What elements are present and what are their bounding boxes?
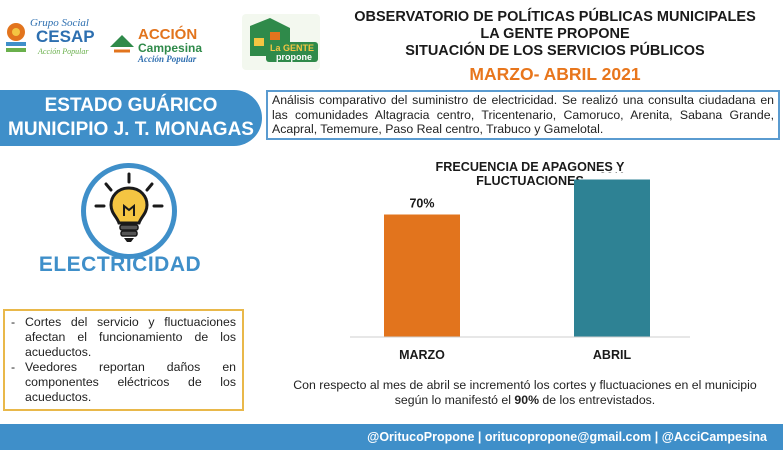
- gente-line1: La GENTE: [270, 43, 314, 53]
- bar-marzo: [384, 214, 460, 337]
- header-date: MARZO- ABRIL 2021: [469, 64, 641, 84]
- state-banner: ESTADO GUÁRICO MUNICIPIO J. T. MONAGAS: [0, 90, 262, 146]
- notes-box: Cortes del servicio y fluctuaciones afec…: [3, 309, 244, 411]
- footer-contacts: @OritucoPropone | oritucopropone@gmail.c…: [0, 424, 783, 450]
- data-label: 90%: [599, 172, 624, 176]
- municipality-name: MUNICIPIO J. T. MONAGAS: [8, 119, 254, 140]
- cesap-line3: Acción Popular: [37, 47, 89, 56]
- analysis-description: Análisis comparativo del suministro de e…: [266, 90, 780, 140]
- state-name: ESTADO GUÁRICO: [44, 95, 218, 116]
- conclusion-text: Con respecto al mes de abril se incremen…: [290, 378, 760, 408]
- lightbulb-icon: [81, 163, 177, 259]
- header-line-2: LA GENTE PROPONE: [480, 26, 630, 42]
- header-line-3: SITUACIÓN DE LOS SERVICIOS PÚBLICOS: [405, 43, 705, 59]
- cesap-line2: CESAP: [36, 27, 95, 46]
- conclusion-before: Con respecto al mes de abril se incremen…: [293, 378, 757, 407]
- la-gente-propone-logo: La GENTE propone: [240, 12, 322, 72]
- accion-campesina-logo: ACCIÓN Campesina Acción Popular: [108, 25, 238, 67]
- section-label: ELECTRICIDAD: [38, 253, 202, 276]
- note-item: Veedores reportan daños en componentes e…: [11, 360, 236, 405]
- note-item: Cortes del servicio y fluctuaciones afec…: [11, 315, 236, 360]
- accion-line2: Campesina: [138, 41, 202, 55]
- chart-title: FRECUENCIA DE APAGONES Y FLUCTUACIONES: [435, 160, 625, 188]
- data-label: 70%: [409, 197, 434, 211]
- category-label: MARZO: [399, 348, 445, 362]
- cesap-logo: Grupo Social CESAP Acción Popular: [2, 12, 102, 62]
- bar-abril: [574, 179, 650, 337]
- accion-line3: Acción Popular: [137, 54, 197, 64]
- header-line-1: OBSERVATORIO DE POLÍTICAS PÚBLICAS MUNIC…: [354, 9, 756, 25]
- bar-chart: 70% MARZO 90% ABRIL: [350, 172, 690, 362]
- gente-line2: propone: [276, 52, 312, 62]
- cesap-line1: Grupo Social: [30, 17, 89, 29]
- accion-line1: ACCIÓN: [138, 25, 197, 43]
- conclusion-after: de los entrevistados.: [539, 393, 656, 407]
- category-label: ABRIL: [593, 348, 632, 362]
- conclusion-percent: 90%: [514, 393, 540, 407]
